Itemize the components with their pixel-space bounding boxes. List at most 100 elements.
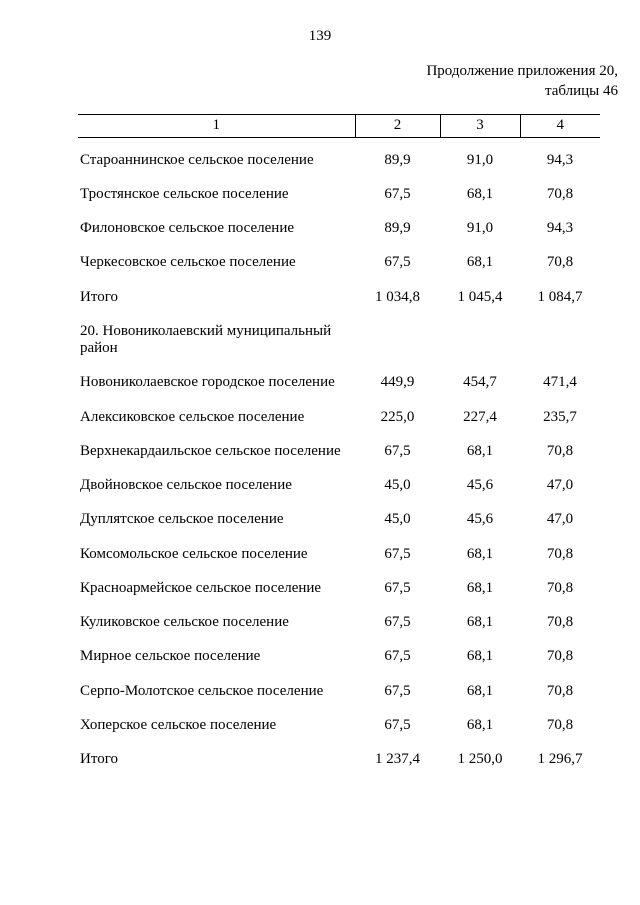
row-value: 1 237,4 — [375, 751, 420, 767]
row-value: 68,1 — [466, 185, 494, 202]
page-number: 139 — [308, 28, 332, 44]
column-header-4: 4 — [519, 113, 600, 138]
row-value: 94,3 — [546, 220, 574, 236]
column-header-1: 1 — [78, 113, 355, 138]
table-row: Мирное сельское поселение 67,5 68,1 70,8 — [78, 640, 600, 674]
table-row: Хоперское сельское поселение 67,5 68,1 70,8 — [78, 709, 600, 743]
row-value: 45,0 — [384, 511, 411, 528]
row-value: 67,5 — [384, 442, 411, 459]
row-value: 45,6 — [466, 511, 494, 528]
row-value: 454,7 — [463, 374, 497, 391]
row-value: 70,8 — [546, 648, 574, 665]
table-row: Тростянское сельское поселение 67,5 68,1 70… — [78, 178, 600, 212]
row-value: 47,0 — [546, 477, 574, 493]
table-row: Дуплятское сельское поселение 45,0 45,6 47,… — [78, 503, 600, 537]
row-value: 1 045,4 — [457, 288, 503, 305]
table-row: Красноармейское сельское поселение 67,5 68… — [78, 572, 600, 606]
row-value: 1 250,0 — [457, 751, 503, 767]
row-value: 68,1 — [466, 682, 494, 699]
row-value: 70,8 — [546, 682, 574, 699]
row-label: Мирное сельское поселение — [80, 648, 261, 665]
table-row: Двойновское сельское поселение 45,0 45,6 47… — [78, 469, 600, 503]
row-value: 70,8 — [546, 442, 574, 459]
table-header-row: 1 2 3 4 — [78, 113, 600, 138]
row-value: 67,5 — [384, 614, 411, 630]
row-label: Новониколаевское городское поселение — [80, 374, 335, 391]
data-table: 1 2 3 4 Староаннинское сельское поселени… — [78, 113, 600, 778]
row-label: Филоновское сельское поселение — [80, 220, 295, 236]
column-header-3: 3 — [439, 113, 520, 138]
table-row: Алексиковское сельское поселение 225,0 227… — [78, 401, 600, 435]
row-label: Дуплятское сельское поселение — [80, 511, 284, 528]
table-body: Староаннинское сельское поселение 89,9 91,… — [78, 137, 600, 777]
table-row: Филоновское сельское поселение 89,9 91,0 94… — [78, 212, 600, 246]
row-label: Хоперское сельское поселение — [80, 716, 277, 733]
row-value: 47,0 — [546, 511, 574, 528]
row-label: Куликовское сельское поселение — [80, 614, 289, 630]
row-label: Черкесовское сельское поселение — [80, 254, 296, 271]
row-label: Серпо-Молотское сельское поселение — [80, 682, 324, 699]
row-value: 67,5 — [384, 716, 411, 733]
continuation-line-1: Продолжение приложения 20, — [426, 63, 618, 79]
row-value: 1 084,7 — [537, 288, 583, 305]
row-value: 91,0 — [466, 151, 494, 168]
row-value: 67,5 — [384, 545, 411, 562]
row-value: 1 296,7 — [537, 751, 583, 767]
table-continuation-note: Продолжение приложения 20, таблицы 46 — [0, 61, 640, 102]
row-value: 70,8 — [546, 614, 574, 630]
row-label: Староаннинское сельское поселение — [80, 151, 314, 168]
row-label: Алексиковское сельское поселение — [80, 408, 305, 425]
row-value: 67,5 — [384, 648, 411, 665]
table-row: Итого 1 034,8 1 045,4 1 084,7 — [78, 281, 600, 315]
row-value: 1 034,8 — [375, 288, 420, 305]
row-value: 235,7 — [543, 408, 577, 425]
row-value: 449,9 — [380, 374, 415, 391]
table-row: Староаннинское сельское поселение 89,9 91,… — [78, 137, 600, 178]
row-value: 94,3 — [546, 151, 574, 168]
row-value: 68,1 — [466, 614, 494, 630]
row-value: 68,1 — [466, 442, 494, 459]
row-value: 89,9 — [384, 151, 411, 168]
section-label: 20. Новониколаевский муниципальный район — [80, 322, 332, 356]
row-label: Верхнекардаильское сельское поселение — [80, 442, 341, 459]
table-header: 1 2 3 4 — [78, 113, 600, 138]
row-label: Тростянское сельское поселение — [80, 185, 289, 202]
row-value: 68,1 — [466, 579, 494, 596]
row-label: Итого — [80, 751, 118, 767]
row-value: 70,8 — [546, 545, 574, 562]
row-label: Итого — [80, 288, 118, 305]
row-label: Двойновское сельское поселение — [80, 477, 292, 493]
column-header-2: 2 — [354, 113, 440, 138]
row-value: 67,5 — [384, 579, 411, 596]
table-row: Комсомольское сельское поселение 67,5 68,1… — [78, 538, 600, 572]
table-row: Черкесовское сельское поселение 67,5 68,1 7… — [78, 246, 600, 280]
row-label: Красноармейское сельское поселение — [80, 579, 322, 596]
table-row: Серпо-Молотское сельское поселение 67,5 68… — [78, 675, 600, 709]
row-value: 45,6 — [466, 477, 494, 493]
row-value: 70,8 — [546, 716, 574, 733]
row-value: 471,4 — [543, 374, 577, 391]
row-value: 70,8 — [546, 579, 574, 596]
table-row: Куликовское сельское поселение 67,5 68,1 70… — [78, 606, 600, 640]
row-value: 67,5 — [384, 682, 411, 699]
row-value: 67,5 — [384, 254, 411, 271]
table-row: Верхнекардаильское сельское поселение 67,… — [78, 435, 600, 469]
row-value: 91,0 — [466, 220, 494, 236]
row-value: 68,1 — [466, 648, 494, 665]
row-value: 45,0 — [384, 477, 411, 493]
row-label: Комсомольское сельское поселение — [80, 545, 308, 562]
row-value: 89,9 — [384, 220, 411, 236]
table-row: Новониколаевское городское поселение 449,… — [78, 366, 600, 400]
row-value: 68,1 — [466, 254, 494, 271]
row-value: 227,4 — [463, 408, 497, 425]
row-value: 68,1 — [466, 716, 494, 733]
row-value: 68,1 — [466, 545, 494, 562]
row-value: 70,8 — [546, 254, 574, 271]
continuation-line-2: таблицы 46 — [544, 83, 618, 100]
row-value: 70,8 — [546, 185, 574, 202]
section-row: 20. Новониколаевский муниципальный район — [78, 315, 600, 367]
table-row: Итого 1 237,4 1 250,0 1 296,7 — [78, 743, 600, 777]
row-value: 225,0 — [380, 408, 415, 425]
row-value: 67,5 — [384, 185, 411, 202]
